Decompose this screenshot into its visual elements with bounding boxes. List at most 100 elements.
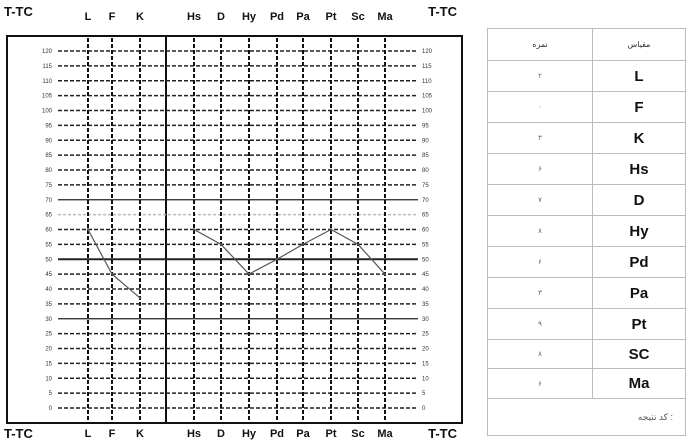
y-tick-right-3: 15 xyxy=(422,361,429,367)
x-tick-top-F: F xyxy=(109,11,116,23)
x-tick-top-Hy: Hy xyxy=(242,11,257,23)
table-row: Ma ۶ xyxy=(488,369,685,399)
profile-lines xyxy=(86,228,387,300)
score-cell: ۳ xyxy=(538,290,542,297)
y-tick-left-20: 100 xyxy=(42,109,53,115)
x-tick-top-K: K xyxy=(136,11,144,23)
y-tick-right-5: 25 xyxy=(422,332,429,338)
point-D xyxy=(219,243,223,246)
x-tick-bottom-F: F xyxy=(109,428,116,440)
x-tick-bottom-Sc: Sc xyxy=(351,428,364,440)
y-tick-right-0: 0 xyxy=(422,406,426,412)
table-row: Pa ۳ xyxy=(488,278,685,309)
y-tick-right-23: 115 xyxy=(422,64,432,70)
scale-cell: Pt xyxy=(631,315,647,333)
corner-label-bottom-left: T-TC xyxy=(4,426,33,441)
table-row: Hy ۸ xyxy=(488,216,685,247)
table-row: Pt ۹ xyxy=(488,309,685,340)
y-tick-right-18: 90 xyxy=(422,138,429,144)
x-tick-bottom-D: D xyxy=(217,428,225,440)
x-tick-top-Pd: Pd xyxy=(270,11,284,23)
x-tick-bottom-Ma: Ma xyxy=(377,428,393,440)
y-tick-left-0: 0 xyxy=(49,406,53,412)
y-tick-left-19: 95 xyxy=(45,123,52,129)
y-tick-left-24: 120 xyxy=(42,49,53,55)
y-tick-left-4: 20 xyxy=(45,347,52,353)
corner-label-bottom-right: T-TC xyxy=(428,426,457,441)
y-tick-right-19: 95 xyxy=(422,123,429,129)
point-Sc xyxy=(356,243,360,246)
scale-cell: L xyxy=(634,67,644,85)
y-tick-left-12: 60 xyxy=(45,228,52,234)
y-tick-left-22: 110 xyxy=(42,79,52,85)
x-tick-top-L: L xyxy=(85,11,92,23)
x-tick-bottom-Pt: Pt xyxy=(326,428,337,440)
point-Ma xyxy=(383,272,387,276)
score-cell: ۹ xyxy=(538,321,542,328)
x-tick-bottom-K: K xyxy=(136,428,144,440)
header-scale: مقیاس xyxy=(627,40,651,49)
y-tick-right-21: 105 xyxy=(422,94,433,100)
point-Hy xyxy=(247,272,251,276)
scale-cell: Ma xyxy=(628,375,650,392)
corner-label-top-left: T-TC xyxy=(4,4,33,19)
y-tick-left-15: 75 xyxy=(45,183,52,189)
scale-cell: D xyxy=(633,191,645,209)
y-tick-left-10: 50 xyxy=(45,257,52,263)
score-cell: ۳ xyxy=(538,135,542,142)
scale-cell: F xyxy=(634,98,644,116)
score-cell: ۰ xyxy=(538,104,542,111)
point-F xyxy=(110,272,114,276)
score-cell: ۸ xyxy=(538,351,542,358)
y-tick-left-9: 45 xyxy=(45,272,52,278)
score-cell: ۶ xyxy=(538,166,542,173)
x-tick-bottom-Hy: Hy xyxy=(242,428,257,440)
score-cell: ۷ xyxy=(538,197,542,204)
y-tick-left-2: 10 xyxy=(45,376,52,382)
y-tick-right-10: 50 xyxy=(422,257,429,263)
point-K xyxy=(138,296,142,300)
y-tick-left-7: 35 xyxy=(45,302,52,308)
table-footer: کد نتیجه : xyxy=(488,399,685,436)
point-Pd xyxy=(275,258,279,261)
x-tick-bottom-Hs: Hs xyxy=(187,428,201,440)
y-tick-right-15: 75 xyxy=(422,183,429,189)
y-tick-right-9: 45 xyxy=(422,272,429,278)
score-cell: ۲ xyxy=(538,73,542,80)
score-cell: ۸ xyxy=(538,228,542,235)
y-tick-right-2: 10 xyxy=(422,376,429,382)
y-tick-left-8: 40 xyxy=(45,287,52,293)
score-cell: ۶ xyxy=(538,259,542,266)
header-score: نمره xyxy=(532,40,548,49)
y-tick-left-21: 105 xyxy=(42,94,53,100)
y-tick-right-20: 100 xyxy=(422,109,433,115)
table-header: مقیاس نمره xyxy=(488,29,685,61)
point-L xyxy=(86,228,90,231)
scale-cell: K xyxy=(633,129,645,147)
y-tick-left-6: 30 xyxy=(45,317,52,323)
y-tick-left-5: 25 xyxy=(45,332,52,338)
point-Pt xyxy=(329,228,333,231)
y-tick-left-11: 55 xyxy=(45,242,52,248)
score-table: مقیاس نمره L ۲ F ۰ K ۳ Hs ۶ D ۷ Hy ۸ Pd ۶ Pa ۳ Pt ۹ SC ۸ Ma ۶… xyxy=(487,28,686,436)
y-tick-right-17: 85 xyxy=(422,153,429,159)
y-tick-right-24: 120 xyxy=(422,49,433,55)
y-tick-right-8: 40 xyxy=(422,287,429,293)
point-Pa xyxy=(301,243,305,246)
y-tick-left-18: 90 xyxy=(45,138,52,144)
y-tick-right-12: 60 xyxy=(422,228,429,234)
y-tick-right-16: 80 xyxy=(422,168,429,174)
profile-line-clinical xyxy=(193,228,386,275)
y-tick-right-13: 65 xyxy=(422,213,429,219)
table-row: Pd ۶ xyxy=(488,247,685,278)
y-tick-left-3: 15 xyxy=(45,361,52,367)
y-tick-right-6: 30 xyxy=(422,317,429,323)
corner-label-top-right: T-TC xyxy=(428,4,457,19)
table-row: Hs ۶ xyxy=(488,154,685,185)
y-tick-right-11: 55 xyxy=(422,242,429,248)
x-tick-bottom-L: L xyxy=(85,428,92,440)
y-tick-left-17: 85 xyxy=(45,153,52,159)
